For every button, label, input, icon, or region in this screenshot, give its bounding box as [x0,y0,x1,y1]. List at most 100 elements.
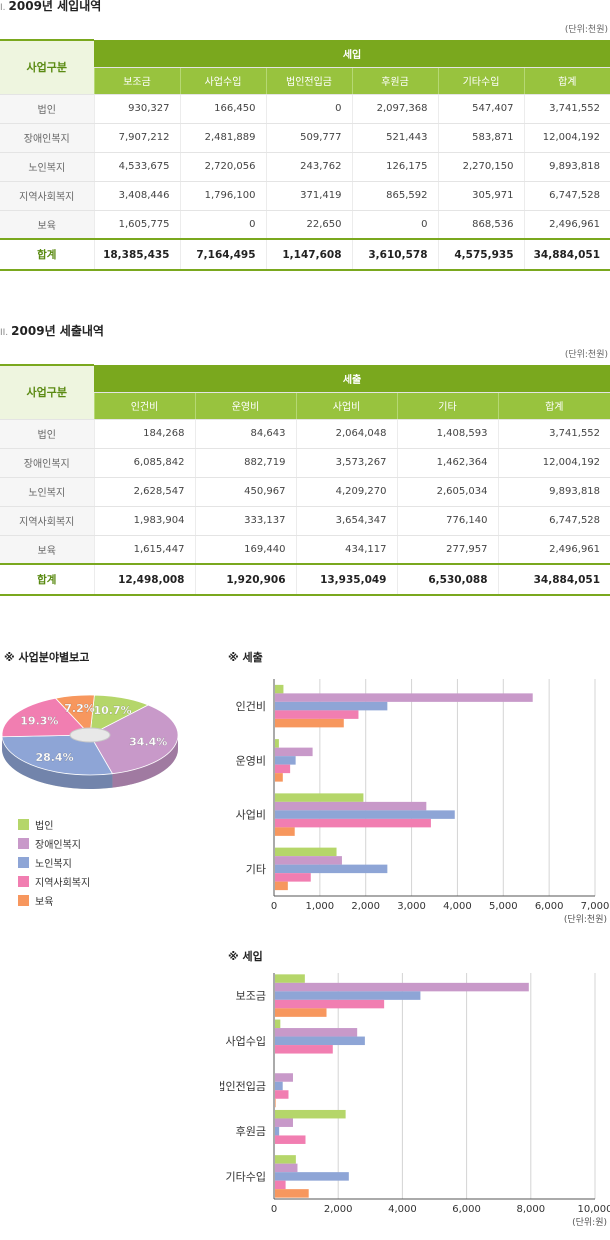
table-cell: 6,085,842 [93,448,195,478]
table-cell: 3,654,347 [295,506,397,536]
x-tick-label: 5,000 [489,901,518,912]
table-cell: 169,440 [194,535,296,565]
income-chart-title: ※ 세입 [228,950,263,963]
table-row: 보육 1,605,775 0 22,650 0 868,536 2,496,961 [0,210,610,240]
table-cell: 371,419 [265,181,352,211]
legend-swatch [18,838,29,849]
total-cell: 4,575,935 [437,238,524,271]
bar [275,1008,327,1017]
income-group-head: 세입 [94,40,610,68]
y-category-label: 인건비 [236,700,266,713]
table-cell: 184,268 [93,419,195,449]
y-category-label: 사업비 [236,809,266,822]
column-header: 기타 [396,392,498,420]
table-cell: 3,741,552 [497,419,610,449]
legend-swatch [18,895,29,906]
bar [275,1081,283,1091]
row-category: 지역사회복지 [0,181,94,211]
income-title: 2009년 세입내역 [8,0,102,13]
bar [275,999,385,1009]
table-cell: 7,907,212 [93,123,180,153]
legend-item: 보육 [18,891,90,910]
table-cell: 4,209,270 [295,477,397,507]
bar [275,827,295,836]
pie-slice-label: 28.4% [35,751,73,764]
pie-slice-label: 10.7% [93,704,131,717]
y-category-label: 운영비 [236,754,266,767]
bar [275,881,288,891]
column-header: 합계 [497,392,610,420]
column-header: 합계 [523,67,610,95]
table-cell: 166,450 [179,94,266,124]
table-cell: 126,175 [351,152,438,182]
y-category-label: 사업수입 [226,1035,266,1048]
legend-item: 장애인복지 [18,834,90,853]
table-cell: 930,327 [93,94,180,124]
bar [275,982,529,992]
table-cell: 2,496,961 [497,535,610,565]
bar [275,1019,281,1029]
income-table: 사업구분 세입 보조금 사업수입 법인전입금 후원금 기타수입 합계 법인 930,327 1… [0,39,610,271]
bar [275,1180,286,1190]
table-row: 노인복지 4,533,675 2,720,056 243,762 126,175 2,27… [0,152,610,182]
table-cell: 450,967 [194,477,296,507]
table-cell: 305,971 [437,181,524,211]
column-header: 보조금 [93,67,180,95]
chart-unit-label: (단위:원) [572,1217,607,1228]
x-tick-label: 4,000 [388,1204,417,1215]
pie-slice-label: 34.4% [129,735,167,748]
row-category: 법인 [0,419,94,449]
table-cell: 2,481,889 [179,123,266,153]
table-cell: 3,741,552 [523,94,610,124]
table-cell: 243,762 [265,152,352,182]
expense-roman: II. [0,328,9,338]
bar [275,1189,309,1198]
expense-table: 사업구분 세출 인건비 운영비 사업비 기타 합계 법인 184,268 84,643 2,0… [0,364,610,596]
table-cell: 4,533,675 [93,152,180,182]
table-cell: 434,117 [295,535,397,565]
row-category: 지역사회복지 [0,506,94,536]
bar [275,818,431,828]
total-cell: 1,147,608 [265,238,352,271]
x-tick-label: 6,000 [535,901,564,912]
table-cell: 2,496,961 [523,210,610,240]
table-cell: 9,893,818 [497,477,610,507]
row-category: 장애인복지 [0,123,94,153]
table-row: 지역사회복지 1,983,904 333,137 3,654,347 776,140 6,… [0,506,610,536]
row-category: 노인복지 [0,152,94,182]
table-cell: 1,983,904 [93,506,195,536]
table-cell: 84,643 [194,419,296,449]
expense-unit: (단위:천원) [564,350,608,360]
table-cell: 0 [351,210,438,240]
total-cell: 18,385,435 [93,238,180,271]
table-cell: 2,628,547 [93,477,195,507]
legend-item: 법인 [18,815,90,834]
x-tick-label: 6,000 [452,1204,481,1215]
chart-unit-label: (단위:천원) [564,914,607,925]
bar [275,710,359,719]
bar [275,764,291,774]
y-category-label: 기타수입 [226,1170,266,1183]
expense-group-head: 세출 [94,365,610,393]
column-header: 사업수입 [179,67,266,95]
legend-label: 노인복지 [35,859,72,870]
table-cell: 6,747,528 [523,181,610,211]
bar [275,756,296,765]
x-tick-label: 0 [271,901,277,912]
bar [275,718,344,728]
legend-label: 지역사회복지 [35,878,91,889]
row-category: 법인 [0,94,94,124]
table-row: 법인 930,327 166,450 0 2,097,368 547,407 3,741,5… [0,94,610,124]
table-cell: 3,408,446 [93,181,180,211]
bar [275,1135,306,1144]
table-cell: 333,137 [194,506,296,536]
table-cell: 868,536 [437,210,524,240]
row-category: 장애인복지 [0,448,94,478]
bar [275,873,311,882]
bar [275,1163,298,1173]
bar [275,847,337,857]
total-label: 합계 [0,563,94,596]
expense-category-head: 사업구분 [0,364,94,420]
total-cell: 34,884,051 [497,563,610,596]
bar [275,1028,358,1037]
